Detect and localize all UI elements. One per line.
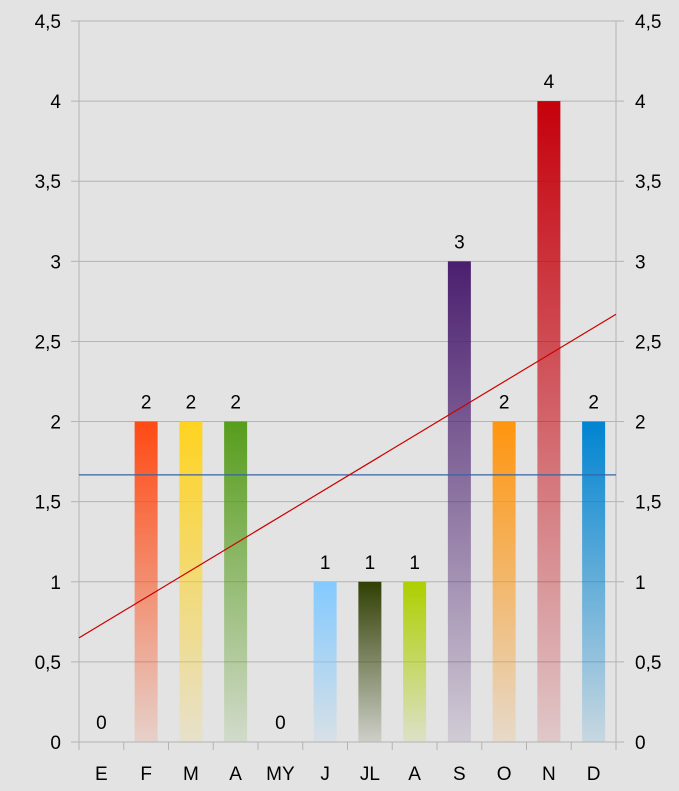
x-tick-label: N [542,764,556,785]
y-tick-label-left: 2,5 [35,332,61,353]
bar-f [135,422,158,742]
y-tick-label-left: 0 [50,733,61,754]
y-tick-label-left: 4 [50,92,61,113]
x-tick-label: A [408,764,421,785]
data-label: 1 [409,553,420,574]
bar-d [582,422,605,742]
y-tick-label-left: 1 [50,573,61,594]
data-label: 2 [186,393,197,414]
y-tick-label-right: 1,5 [635,493,661,514]
x-tick-label: JL [360,764,380,785]
bar-o [493,422,516,742]
bar-m [179,422,202,742]
data-label: 2 [141,393,152,414]
bar-j [314,582,337,742]
x-tick-label: D [587,764,601,785]
y-tick-label-right: 1 [635,573,646,594]
bar-s [448,261,471,742]
y-tick-label-right: 2 [635,413,646,434]
data-label: 2 [588,393,599,414]
y-tick-label-left: 0,5 [35,653,61,674]
x-tick-label: S [453,764,466,785]
x-tick-label: M [183,764,199,785]
bar-a [403,582,426,742]
data-label: 0 [96,713,107,734]
data-label: 0 [275,713,286,734]
y-tick-label-left: 1,5 [35,493,61,514]
bar-n [537,101,560,742]
y-tick-label-right: 3,5 [635,172,661,193]
bar-jl [358,582,381,742]
data-label: 1 [320,553,331,574]
bar-a [224,422,247,742]
y-tick-label-right: 4 [635,92,646,113]
x-tick-label: O [497,764,512,785]
x-tick-label: E [95,764,108,785]
data-label: 4 [544,72,555,93]
x-tick-label: A [229,764,242,785]
y-tick-label-left: 3 [50,252,61,273]
y-tick-label-left: 3,5 [35,172,61,193]
data-label: 2 [499,393,510,414]
y-tick-label-right: 2,5 [635,332,661,353]
x-tick-label: J [320,764,330,785]
x-tick-label: F [140,764,152,785]
y-tick-label-right: 0 [635,733,646,754]
y-tick-label-right: 3 [635,252,646,273]
y-tick-label-left: 4,5 [35,12,61,33]
y-tick-label-right: 4,5 [635,12,661,33]
data-label: 3 [454,232,465,253]
data-label: 1 [365,553,376,574]
data-label: 2 [230,393,241,414]
x-tick-label: MY [266,764,295,785]
y-tick-label-right: 0,5 [635,653,661,674]
y-tick-label-left: 2 [50,413,61,434]
